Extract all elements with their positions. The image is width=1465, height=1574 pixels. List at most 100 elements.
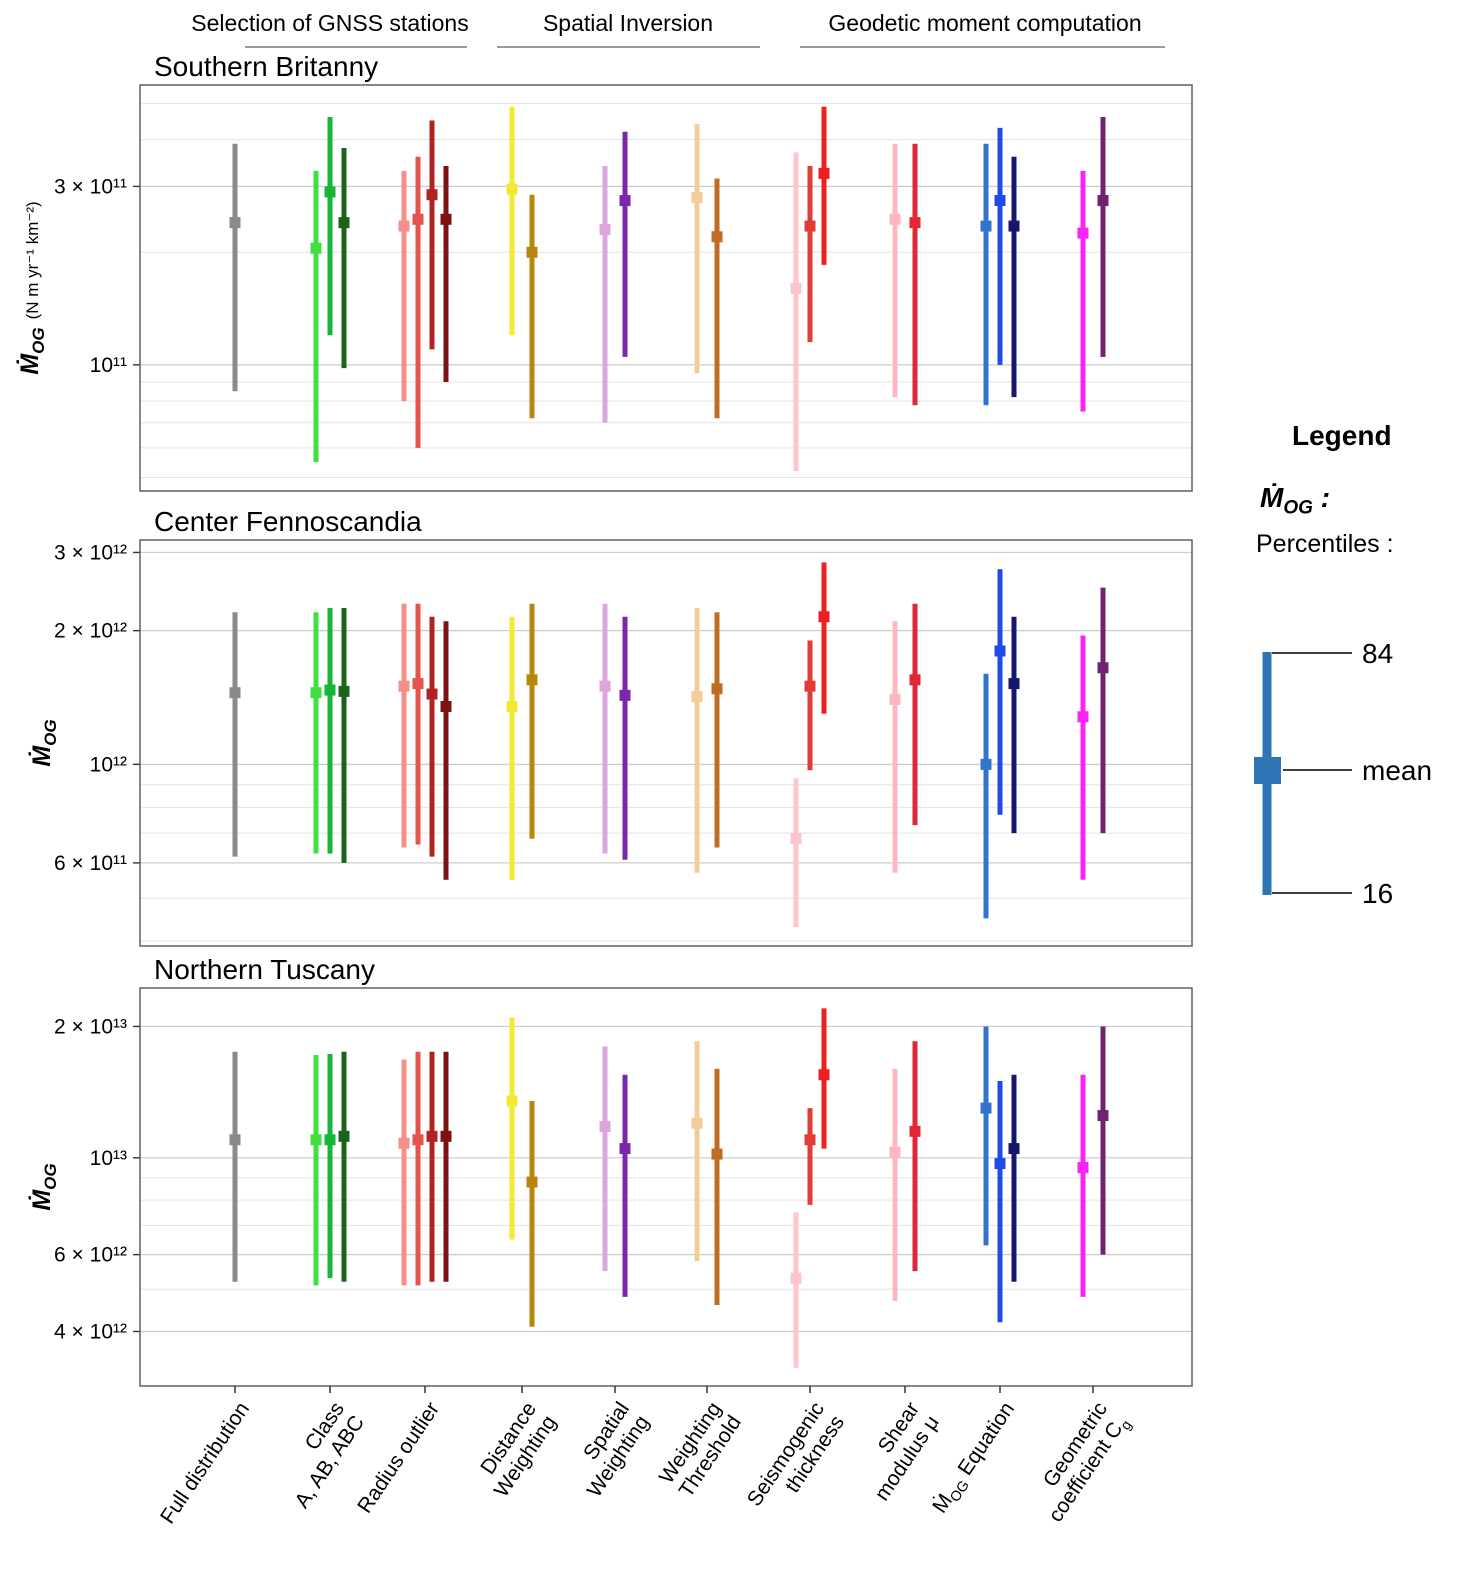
errorbar-5-1 <box>711 1068 723 1305</box>
svg-text:6 × 10¹¹: 6 × 10¹¹ <box>54 852 127 875</box>
errorbar-6-2 <box>818 1008 830 1149</box>
errorbar-6-1 <box>804 166 816 343</box>
svg-text:mean: mean <box>1362 755 1432 786</box>
errorbar-9-1 <box>1097 587 1109 834</box>
errorbar-6-0 <box>790 152 802 472</box>
errorbar-1-1 <box>324 1053 336 1279</box>
y-axis-label: ṀOG <box>28 1163 60 1210</box>
errorbar-8-2 <box>1008 616 1020 834</box>
errorbar-6-1 <box>804 640 816 771</box>
header-underline <box>800 46 1165 48</box>
errorbar-7-0 <box>889 1068 901 1301</box>
errorbar-2-1 <box>412 1051 424 1286</box>
errorbar-8-0 <box>980 1026 992 1246</box>
errorbar-2-0 <box>398 170 410 402</box>
errorbar-6-2 <box>818 562 830 714</box>
svg-text:6 × 10¹²: 6 × 10¹² <box>54 1244 127 1267</box>
errorbar-3-0 <box>506 616 518 880</box>
errorbar-8-0 <box>980 143 992 406</box>
errorbar-3-1 <box>526 1100 538 1327</box>
group-header-gnss-selection: Selection of GNSS stations <box>191 10 469 36</box>
errorbar-2-0 <box>398 603 410 848</box>
errorbar-9-1 <box>1097 1026 1109 1255</box>
svg-text:10¹¹: 10¹¹ <box>90 354 127 377</box>
errorbar-5-0 <box>691 1041 703 1262</box>
header-underline <box>245 46 467 48</box>
errorbar-8-1 <box>994 1080 1006 1323</box>
errorbar-8-2 <box>1008 1074 1020 1282</box>
errorbar-7-0 <box>889 621 901 873</box>
errorbar-9-0 <box>1077 1074 1089 1297</box>
panel-2: 2 × 10¹³ 10¹³ 6 × 10¹² 4 × 10¹² Northern Tus… <box>28 954 1193 1393</box>
svg-text:Southern Britanny: Southern Britanny <box>154 51 378 82</box>
errorbar-7-0 <box>889 143 901 398</box>
errorbar-3-1 <box>526 194 538 419</box>
errorbar-9-0 <box>1077 170 1089 412</box>
errorbar-8-1 <box>994 569 1006 815</box>
errorbar-2-3 <box>440 1051 452 1282</box>
panel-1: 3 × 10¹² 2 × 10¹² 10¹² 6 × 10¹¹ Center Fenno… <box>28 506 1193 947</box>
errorbar-0-0 <box>229 612 241 857</box>
errorbar-1-0 <box>310 1055 322 1286</box>
errorbar-0-0 <box>229 1051 241 1282</box>
errorbar-2-2 <box>426 616 438 857</box>
svg-text:Northern Tuscany: Northern Tuscany <box>154 954 375 985</box>
errorbar-2-0 <box>398 1059 410 1286</box>
errorbar-4-0 <box>599 603 611 854</box>
errorbar-8-2 <box>1008 156 1020 398</box>
svg-text:3 × 10¹²: 3 × 10¹² <box>54 541 127 564</box>
errorbar-1-1 <box>324 607 336 854</box>
errorbar-9-0 <box>1077 635 1089 880</box>
errorbar-2-1 <box>412 603 424 845</box>
y-axis-label: ṀOG <box>28 719 60 766</box>
legend-errorbar-glyph: 84 mean 16 <box>1254 638 1432 909</box>
legend-percentiles-label: Percentiles : <box>1256 530 1394 558</box>
errorbar-6-2 <box>818 106 830 265</box>
errorbar-4-0 <box>599 1046 611 1272</box>
errorbar-4-1 <box>619 131 631 357</box>
errorbar-1-1 <box>324 116 336 336</box>
svg-text:2 × 10¹²: 2 × 10¹² <box>54 620 127 643</box>
svg-text:10¹²: 10¹² <box>90 753 127 776</box>
errorbar-5-1 <box>711 178 723 419</box>
errorbar-5-0 <box>691 124 703 374</box>
svg-text:16: 16 <box>1362 878 1393 909</box>
legend-symbol-label: ṀOG : <box>1260 482 1331 519</box>
group-header-spatial-inversion: Spatial Inversion <box>542 10 714 36</box>
errorbar-3-1 <box>526 603 538 839</box>
errorbar-7-1 <box>909 603 921 826</box>
panel-0: 3 × 10¹¹ 10¹¹ Southern Britanny ṀOG(N m yr⁻… <box>16 51 1193 492</box>
errorbar-5-0 <box>691 607 703 873</box>
errorbar-1-2 <box>338 607 350 863</box>
errorbar-6-0 <box>790 778 802 928</box>
svg-text:10¹³: 10¹³ <box>90 1147 127 1170</box>
errorbar-9-1 <box>1097 116 1109 357</box>
errorbar-7-1 <box>909 1041 921 1272</box>
errorbar-5-1 <box>711 612 723 848</box>
svg-text:3 × 10¹¹: 3 × 10¹¹ <box>54 175 127 198</box>
errorbar-0-0 <box>229 143 241 392</box>
legend-title: Legend <box>1292 420 1392 451</box>
errorbar-2-3 <box>440 621 452 880</box>
errorbar-4-0 <box>599 166 611 423</box>
svg-text:2 × 10¹³: 2 × 10¹³ <box>54 1015 127 1038</box>
errorbar-1-2 <box>338 1051 350 1282</box>
errorbar-8-1 <box>994 127 1006 365</box>
errorbar-4-1 <box>619 616 631 860</box>
group-header-geodetic-moment: Geodetic moment computation <box>828 10 1142 36</box>
errorbar-2-3 <box>440 166 452 382</box>
y-axis-label: ṀOG(N m yr⁻¹ km⁻²) <box>16 201 48 374</box>
errorbar-3-0 <box>506 1017 518 1240</box>
svg-text:Center Fennoscandia: Center Fennoscandia <box>154 506 422 537</box>
errorbar-6-0 <box>790 1212 802 1368</box>
errorbar-2-1 <box>412 156 424 448</box>
errorbar-2-2 <box>426 120 438 350</box>
svg-text:4 × 10¹²: 4 × 10¹² <box>54 1320 127 1343</box>
errorbar-8-0 <box>980 673 992 919</box>
svg-text:84: 84 <box>1362 638 1393 669</box>
errorbar-3-0 <box>506 106 518 336</box>
header-underline <box>497 46 760 48</box>
errorbar-1-2 <box>338 147 350 369</box>
